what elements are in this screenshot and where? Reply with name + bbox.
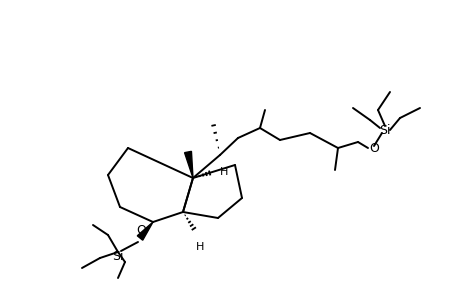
Text: O: O [136,224,146,237]
Text: O: O [368,142,378,154]
Text: H: H [219,167,228,177]
Text: H: H [196,242,204,252]
Polygon shape [184,151,193,178]
Polygon shape [137,222,153,240]
Text: Si: Si [378,124,390,136]
Text: Si: Si [112,250,123,263]
